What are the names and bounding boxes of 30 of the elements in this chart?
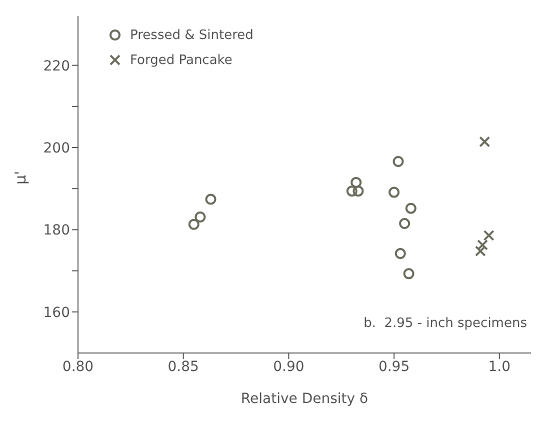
point <box>479 136 490 148</box>
point <box>405 202 416 214</box>
point <box>483 230 494 241</box>
x-tick-label: 0.80 <box>62 358 94 375</box>
x-tick-label: 0.90 <box>273 358 304 375</box>
point <box>388 186 400 198</box>
point <box>403 268 414 280</box>
point <box>474 246 486 257</box>
point <box>399 218 410 230</box>
y-tick-label: 160 <box>43 304 70 321</box>
point <box>194 211 206 222</box>
legend-label: Forged Pancake <box>129 53 234 68</box>
point <box>352 186 364 197</box>
y-axis-title: μ' <box>11 170 30 184</box>
x-tick-label: 0.95 <box>378 358 410 375</box>
point <box>392 156 404 167</box>
x-tick-label: 1.0 <box>488 358 511 375</box>
point <box>346 186 358 197</box>
x-axis-title: Relative Density δ <box>240 391 368 407</box>
point <box>205 194 216 205</box>
point <box>394 248 406 260</box>
point <box>188 218 200 230</box>
y-tick-label: 200 <box>43 140 70 156</box>
point <box>350 176 362 188</box>
x-tick-label: 0.85 <box>168 358 199 375</box>
y-tick-label: 220 <box>43 58 70 74</box>
annotation: b. 2.95 - inch specimens <box>364 316 527 331</box>
legend-label: Pressed & Sintered <box>129 28 254 43</box>
y-tick-label: 180 <box>43 222 70 239</box>
point <box>477 239 488 250</box>
